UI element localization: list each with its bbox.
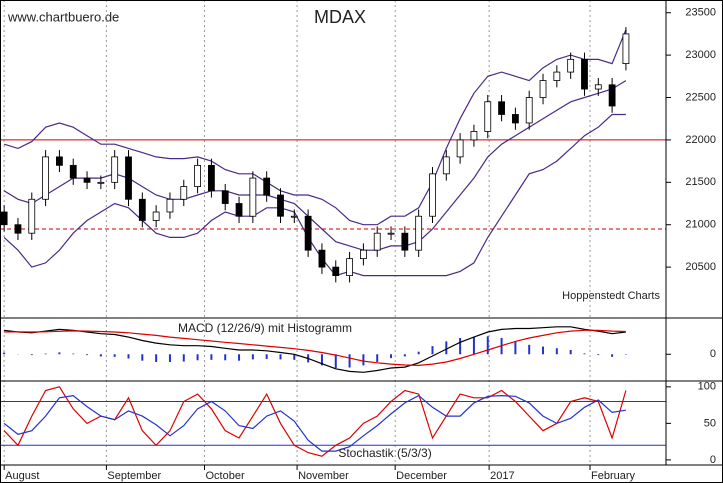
- candle-body: [152, 211, 160, 221]
- candle-body: [484, 101, 492, 132]
- y-tick-label: 21000: [685, 219, 716, 231]
- candle-body: [581, 58, 588, 90]
- chart-title: MDAX: [314, 7, 366, 27]
- y-tick-label: 20500: [685, 261, 716, 273]
- y-tick-label: 50: [704, 417, 716, 429]
- candle-body: [97, 181, 105, 184]
- candle-body: [166, 198, 174, 213]
- candle-body: [194, 164, 201, 187]
- candle-body: [138, 198, 146, 221]
- candle-body: [235, 203, 243, 217]
- y-tick-label: 23000: [685, 49, 716, 61]
- candle-body: [387, 232, 395, 235]
- x-tick-label: December: [396, 470, 447, 482]
- candle-body: [304, 215, 312, 251]
- candle-body: [470, 131, 478, 141]
- candle-body: [125, 156, 132, 200]
- candle-body: [498, 101, 505, 115]
- x-tick-label: February: [591, 470, 636, 482]
- series-line: [3, 113, 626, 277]
- y-tick-label: 22000: [685, 134, 716, 146]
- candle-body: [415, 215, 423, 251]
- candle-body: [373, 232, 381, 251]
- candle-body: [401, 232, 409, 251]
- candle-body: [249, 177, 257, 217]
- candle-body: [221, 190, 229, 204]
- candle-body: [42, 156, 49, 200]
- candle-body: [83, 177, 91, 183]
- candle-body: [290, 215, 298, 218]
- candle-body: [208, 164, 215, 192]
- candle-body: [429, 173, 436, 217]
- candle-body: [346, 258, 353, 277]
- candle-body: [332, 266, 340, 276]
- candle-body: [111, 156, 119, 183]
- x-tick-label: August: [5, 470, 39, 482]
- y-tick-label: 0: [710, 348, 716, 360]
- candle-body: [277, 194, 284, 217]
- candle-body: [608, 84, 616, 107]
- candle-body: [28, 198, 36, 234]
- candle-body: [318, 249, 326, 268]
- y-tick-label: 100: [698, 381, 716, 393]
- y-tick-label: 0: [710, 454, 716, 466]
- panel-title: Stochastik (5/3/3): [338, 446, 431, 460]
- series-line: [4, 329, 626, 367]
- candle-body: [553, 71, 561, 81]
- x-tick-label: November: [298, 470, 349, 482]
- x-tick-label: 2017: [490, 470, 514, 482]
- watermark: www.chartbuero.de: [7, 9, 119, 24]
- series-line: [3, 29, 627, 226]
- candle-body: [0, 211, 8, 226]
- candle-body: [539, 80, 547, 98]
- candle-body: [263, 177, 271, 196]
- candle-body: [69, 164, 77, 179]
- source: Hoppenstedt Charts: [562, 290, 660, 302]
- candle-body: [525, 97, 533, 124]
- x-tick-label: October: [205, 470, 244, 482]
- candle-body: [442, 156, 450, 175]
- series-line: [4, 326, 626, 373]
- y-tick-label: 23500: [685, 7, 716, 19]
- series-line: [3, 80, 627, 251]
- candle-body: [511, 114, 519, 124]
- candle-body: [180, 186, 188, 200]
- candle-body: [14, 224, 22, 234]
- candle-body: [594, 84, 602, 90]
- y-tick-label: 22500: [685, 91, 716, 103]
- candle-body: [456, 139, 464, 158]
- candle-body: [359, 249, 367, 260]
- x-tick-label: September: [107, 470, 161, 482]
- candle-body: [56, 156, 63, 166]
- candle-body: [622, 33, 630, 64]
- y-tick-label: 21500: [685, 176, 716, 188]
- series-line: [3, 394, 626, 452]
- panel-title: MACD (12/26/9) mit Histogramm: [178, 321, 352, 335]
- candle-body: [567, 58, 575, 73]
